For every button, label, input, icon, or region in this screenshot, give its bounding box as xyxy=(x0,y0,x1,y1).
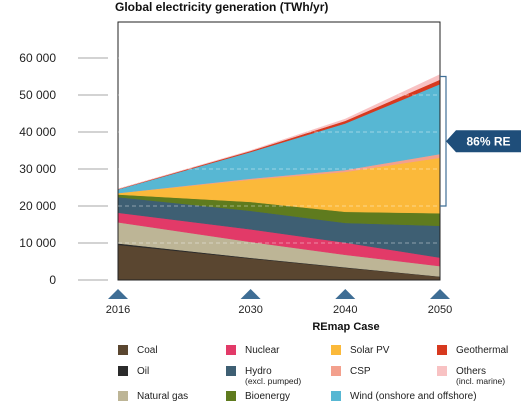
electricity-generation-chart: Global electricity generation (TWh/yr) 0… xyxy=(19,0,521,333)
gridlines xyxy=(118,57,440,244)
chart-title: Global electricity generation (TWh/yr) xyxy=(115,0,328,14)
plot-frame xyxy=(117,21,441,281)
legend-item: Coal xyxy=(118,345,158,356)
y-axis-ticks: 0 10 000 20 000 30 000 40 000 50 000 60 000 xyxy=(19,51,108,287)
x-marker-triangle xyxy=(335,289,356,299)
legend-label: Oil xyxy=(137,366,150,377)
re-badge-label: 86% RE xyxy=(466,134,510,148)
y-tick-label: 0 xyxy=(49,273,56,287)
x-marker-triangle xyxy=(430,289,450,299)
legend-swatch xyxy=(331,391,341,401)
legend: Coal Nuclear Solar PV Geothermal Oil Hydro (ex… xyxy=(118,345,522,409)
legend-label: Wind (onshore and offshore) xyxy=(350,391,477,402)
legend-item: Wind (onshore and offshore) xyxy=(331,391,477,402)
y-tick-label: 60 000 xyxy=(19,51,56,65)
legend-label: Natural gas xyxy=(137,391,189,402)
legend-label: Geothermal xyxy=(456,345,509,356)
re-bracket-line xyxy=(440,75,447,207)
y-tick-label: 50 000 xyxy=(19,88,56,102)
legend-item: Nuclear xyxy=(226,345,279,356)
x-marker-triangle xyxy=(108,289,128,299)
y-tick-label: 20 000 xyxy=(19,199,56,213)
legend-swatch xyxy=(226,366,236,376)
legend-item: Oil xyxy=(118,366,149,377)
x-tick-label: 2040 xyxy=(333,304,357,316)
legend-sublabel: (incl. marine) xyxy=(456,376,506,386)
legend-item: Bioenergy xyxy=(226,391,290,402)
legend-swatch xyxy=(118,345,128,355)
legend-sublabel: (excl. pumped) xyxy=(245,376,302,386)
legend-label: Bioenergy xyxy=(245,391,291,402)
legend-swatch xyxy=(437,366,447,376)
stacked-areas xyxy=(117,74,441,281)
x-tick-label: 2030 xyxy=(238,304,262,316)
legend-label: Coal xyxy=(137,345,158,356)
legend-swatch xyxy=(437,345,447,355)
re-badge: 86% RE xyxy=(446,130,521,153)
x-tick-label: 2016 xyxy=(106,304,130,316)
y-tick-label: 40 000 xyxy=(19,125,56,139)
x-tick-label: 2050 xyxy=(428,304,452,316)
legend-item: Natural gas xyxy=(118,391,188,402)
legend-swatch xyxy=(331,345,341,355)
legend-swatch xyxy=(226,391,236,401)
legend-item: Hydro (excl. pumped) xyxy=(226,366,301,386)
legend-label: CSP xyxy=(350,366,371,377)
legend-swatch xyxy=(118,366,128,376)
x-axis-title: REmap Case xyxy=(312,321,379,333)
y-tick-label: 30 000 xyxy=(19,162,56,176)
legend-label: Solar PV xyxy=(350,345,390,356)
legend-label: Others (incl. marine) xyxy=(456,366,506,386)
legend-item: CSP xyxy=(331,366,371,377)
legend-label: Hydro (excl. pumped) xyxy=(245,366,302,386)
re-bracket xyxy=(440,75,447,207)
re-badge-shape xyxy=(446,130,521,153)
x-marker-triangle xyxy=(240,289,261,299)
legend-item: Geothermal xyxy=(437,345,508,356)
legend-swatch xyxy=(226,345,236,355)
legend-item: Solar PV xyxy=(331,345,389,356)
legend-swatch xyxy=(118,391,128,401)
legend-swatch xyxy=(331,366,341,376)
legend-item: Others (incl. marine) xyxy=(437,366,505,386)
legend-label: Nuclear xyxy=(245,345,280,356)
x-axis-markers: 2016 2030 2040 2050 xyxy=(106,289,452,316)
y-tick-label: 10 000 xyxy=(19,236,56,250)
